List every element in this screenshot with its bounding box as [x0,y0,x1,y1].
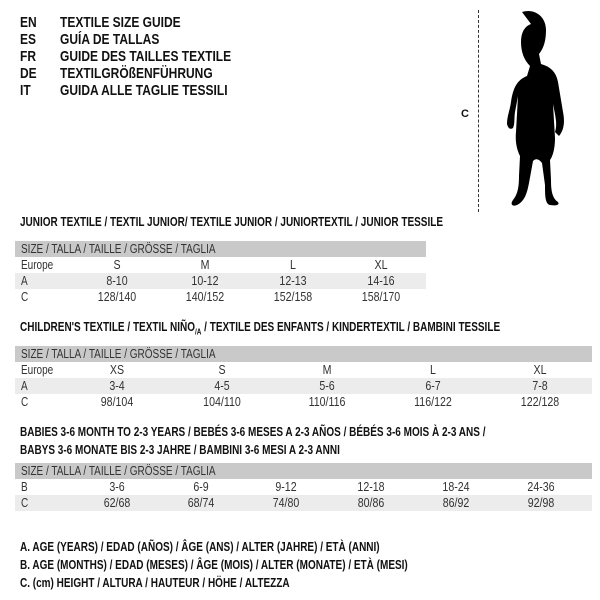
table-cell: 4-5 [214,379,230,393]
table-cell: 62/68 [103,496,131,510]
legend-a: A. AGE (YEARS) / EDAD (AÑOS) / ÂGE (ANS)… [20,540,380,554]
language-code: ES [20,31,37,48]
table-cell: S [218,363,226,377]
legend-b: B. AGE (MONTHS) / EDAD (MESES) / ÂGE (MO… [20,558,408,572]
table-cell: 122/128 [520,395,560,409]
row-label: C [21,290,29,304]
table-row: C 128/140 140/152 152/158 158/170 [15,289,426,305]
table-cell: 9-12 [275,480,297,494]
size-header: SIZE / TALLA / TAILLE / GRÖSSE / TAGLIA [15,463,592,479]
row-label: C [21,395,29,409]
table-cell: 7-8 [532,379,548,393]
babies-title-line2: BABYS 3-6 MONATE BIS 2-3 JAHRE / BAMBINI… [20,443,340,457]
table-cell: 116/122 [414,395,452,409]
language-title: TEXTILE SIZE GUIDE [60,14,181,31]
row-label: C [21,496,29,510]
junior-title: JUNIOR TEXTILE / TEXTIL JUNIOR/ TEXTILE … [20,215,444,229]
table-cell: 6-9 [193,480,209,494]
legend-c: C. (cm) HEIGHT / ALTURA / HAUTEUR / HÖHE… [20,576,290,590]
table-cell: 140/152 [185,290,225,304]
table-row: C 98/104 104/110 110/116 116/122 122/128 [15,394,592,410]
language-code: DE [20,65,37,82]
language-item: EN TEXTILE SIZE GUIDE [20,14,181,31]
table-row: A 8-10 10-12 12-13 14-16 [15,273,426,289]
row-label: B [21,480,28,494]
size-header: SIZE / TALLA / TAILLE / GRÖSSE / TAGLIA [15,346,592,362]
measure-label: C [461,108,469,120]
table-cell: 18-24 [442,480,470,494]
row-label: A [21,379,28,393]
language-item: FR GUIDE DES TAILLES TEXTILE [20,48,231,65]
table-cell: 12-13 [279,274,307,288]
table-cell: 98/104 [100,395,134,409]
table-cell: XL [374,258,388,272]
height-measure-line [478,10,479,212]
children-title: CHILDREN'S TEXTILE / TEXTIL NIÑO/A / TEX… [20,320,501,337]
language-title: GUIDE DES TAILLES TEXTILE [60,48,232,65]
language-title: GUÍA DE TALLAS [60,31,160,48]
language-item: IT GUIDA ALLE TAGLIE TESSILI [20,82,228,99]
table-cell: L [290,258,296,272]
table-row: C 62/68 68/74 74/80 80/86 86/92 92/98 [15,495,592,511]
language-item: DE TEXTILGRÖßENFÜHRUNG [20,65,213,82]
language-title: GUIDA ALLE TAGLIE TESSILI [60,82,228,99]
row-label: Europe [21,363,54,377]
table-cell: 3-4 [109,379,125,393]
table-cell: 110/116 [308,395,346,409]
table-cell: 5-6 [319,379,335,393]
language-code: IT [20,82,31,99]
table-cell: 104/110 [203,395,241,409]
language-code: FR [20,48,36,65]
table-row: B 3-6 6-9 9-12 12-18 18-24 24-36 [15,479,592,495]
table-cell: 86/92 [442,496,470,510]
table-cell: 24-36 [527,480,555,494]
table-cell: 6-7 [425,379,441,393]
row-label: A [21,274,28,288]
table-cell: 10-12 [191,274,219,288]
table-cell: 8-10 [106,274,128,288]
table-cell: S [113,258,121,272]
table-cell: XL [533,363,547,377]
table-cell: 12-18 [357,480,385,494]
table-cell: 158/170 [361,290,401,304]
table-row: Europe S M L XL [15,257,426,273]
table-cell: 80/86 [357,496,385,510]
table-cell: L [430,363,436,377]
table-cell: M [200,258,210,272]
babies-title-line1: BABIES 3-6 MONTH TO 2-3 YEARS / BEBÉS 3-… [20,425,486,439]
table-cell: M [322,363,332,377]
language-code: EN [20,14,37,31]
child-silhouette-icon [507,10,564,206]
language-title: TEXTILGRÖßENFÜHRUNG [60,65,213,82]
table-cell: 92/98 [527,496,555,510]
table-cell: 68/74 [187,496,215,510]
table-cell: 14-16 [367,274,395,288]
language-list: EN TEXTILE SIZE GUIDE ES GUÍA DE TALLAS FR GU… [20,14,231,99]
table-cell: 152/158 [273,290,313,304]
table-cell: XS [109,363,125,377]
table-cell: 74/80 [272,496,300,510]
table-cell: 3-6 [109,480,125,494]
row-label: Europe [21,258,54,272]
legend: A. AGE (YEARS) / EDAD (AÑOS) / ÂGE (ANS)… [20,538,505,592]
size-header: SIZE / TALLA / TAILLE / GRÖSSE / TAGLIA [15,241,426,257]
language-item: ES GUÍA DE TALLAS [20,31,159,48]
table-cell: 128/140 [97,290,137,304]
table-row: Europe XS S M L XL [15,362,592,378]
table-row: A 3-4 4-5 5-6 6-7 7-8 [15,378,592,394]
